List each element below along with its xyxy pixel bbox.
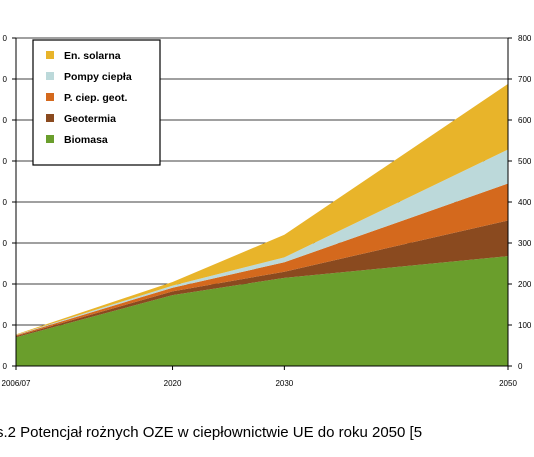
y-left-tick-label: 0 bbox=[3, 321, 8, 330]
stacked-area-chart: 2006/07 2020 2030 2050010020030040050060070… bbox=[2, 34, 532, 388]
tick-labels: 2006/07 2020 2030 2050010020030040050060070… bbox=[2, 34, 532, 388]
y-left-tick-label: 0 bbox=[3, 75, 8, 84]
x-tick-label: 2020 bbox=[164, 379, 182, 388]
y-left-tick-label: 0 bbox=[3, 239, 8, 248]
y-right-tick-label: 700 bbox=[518, 75, 532, 84]
x-tick-label: 2030 bbox=[275, 379, 293, 388]
y-right-tick-label: 400 bbox=[518, 198, 532, 207]
area-geotermia bbox=[16, 220, 508, 338]
legend-label: Biomasa bbox=[64, 134, 108, 146]
axes bbox=[12, 37, 512, 370]
legend-swatch bbox=[46, 51, 54, 59]
y-right-tick-label: 300 bbox=[518, 239, 532, 248]
y-right-tick-label: 800 bbox=[518, 34, 532, 43]
y-left-tick-label: 0 bbox=[3, 198, 8, 207]
area-p-ciep-geot bbox=[16, 183, 508, 337]
y-right-tick-label: 100 bbox=[518, 321, 532, 330]
y-left-tick-label: 0 bbox=[3, 34, 8, 43]
legend-swatch bbox=[46, 114, 54, 122]
y-left-tick-label: 0 bbox=[3, 362, 8, 371]
legend-label: Geotermia bbox=[64, 113, 116, 125]
y-right-tick-label: 500 bbox=[518, 157, 532, 166]
x-tick-label: 2006/07 bbox=[2, 379, 31, 388]
legend-swatch bbox=[46, 93, 54, 101]
legend-box bbox=[32, 39, 161, 166]
y-right-tick-label: 200 bbox=[518, 280, 532, 289]
y-right-tick-label: 0 bbox=[518, 362, 523, 371]
legend-swatch bbox=[46, 135, 54, 143]
legend-label: En. solarna bbox=[64, 50, 121, 62]
area-series bbox=[16, 83, 508, 366]
y-left-tick-label: 0 bbox=[3, 280, 8, 289]
area-biomasa bbox=[16, 256, 508, 366]
legend-label: Pompy ciepła bbox=[64, 71, 132, 83]
legend-label: P. ciep. geot. bbox=[64, 92, 127, 104]
legend-swatch bbox=[46, 72, 54, 80]
figure-caption: s.2 Potencjał rożnych OZE w ciepłownictw… bbox=[0, 424, 423, 441]
y-left-tick-label: 0 bbox=[3, 157, 8, 166]
y-left-tick-label: 0 bbox=[3, 116, 8, 125]
legend: En. solarna Pompy ciepła P. ciep. geot. Geo… bbox=[32, 39, 161, 166]
y-right-tick-label: 600 bbox=[518, 116, 532, 125]
x-tick-label: 2050 bbox=[499, 379, 517, 388]
